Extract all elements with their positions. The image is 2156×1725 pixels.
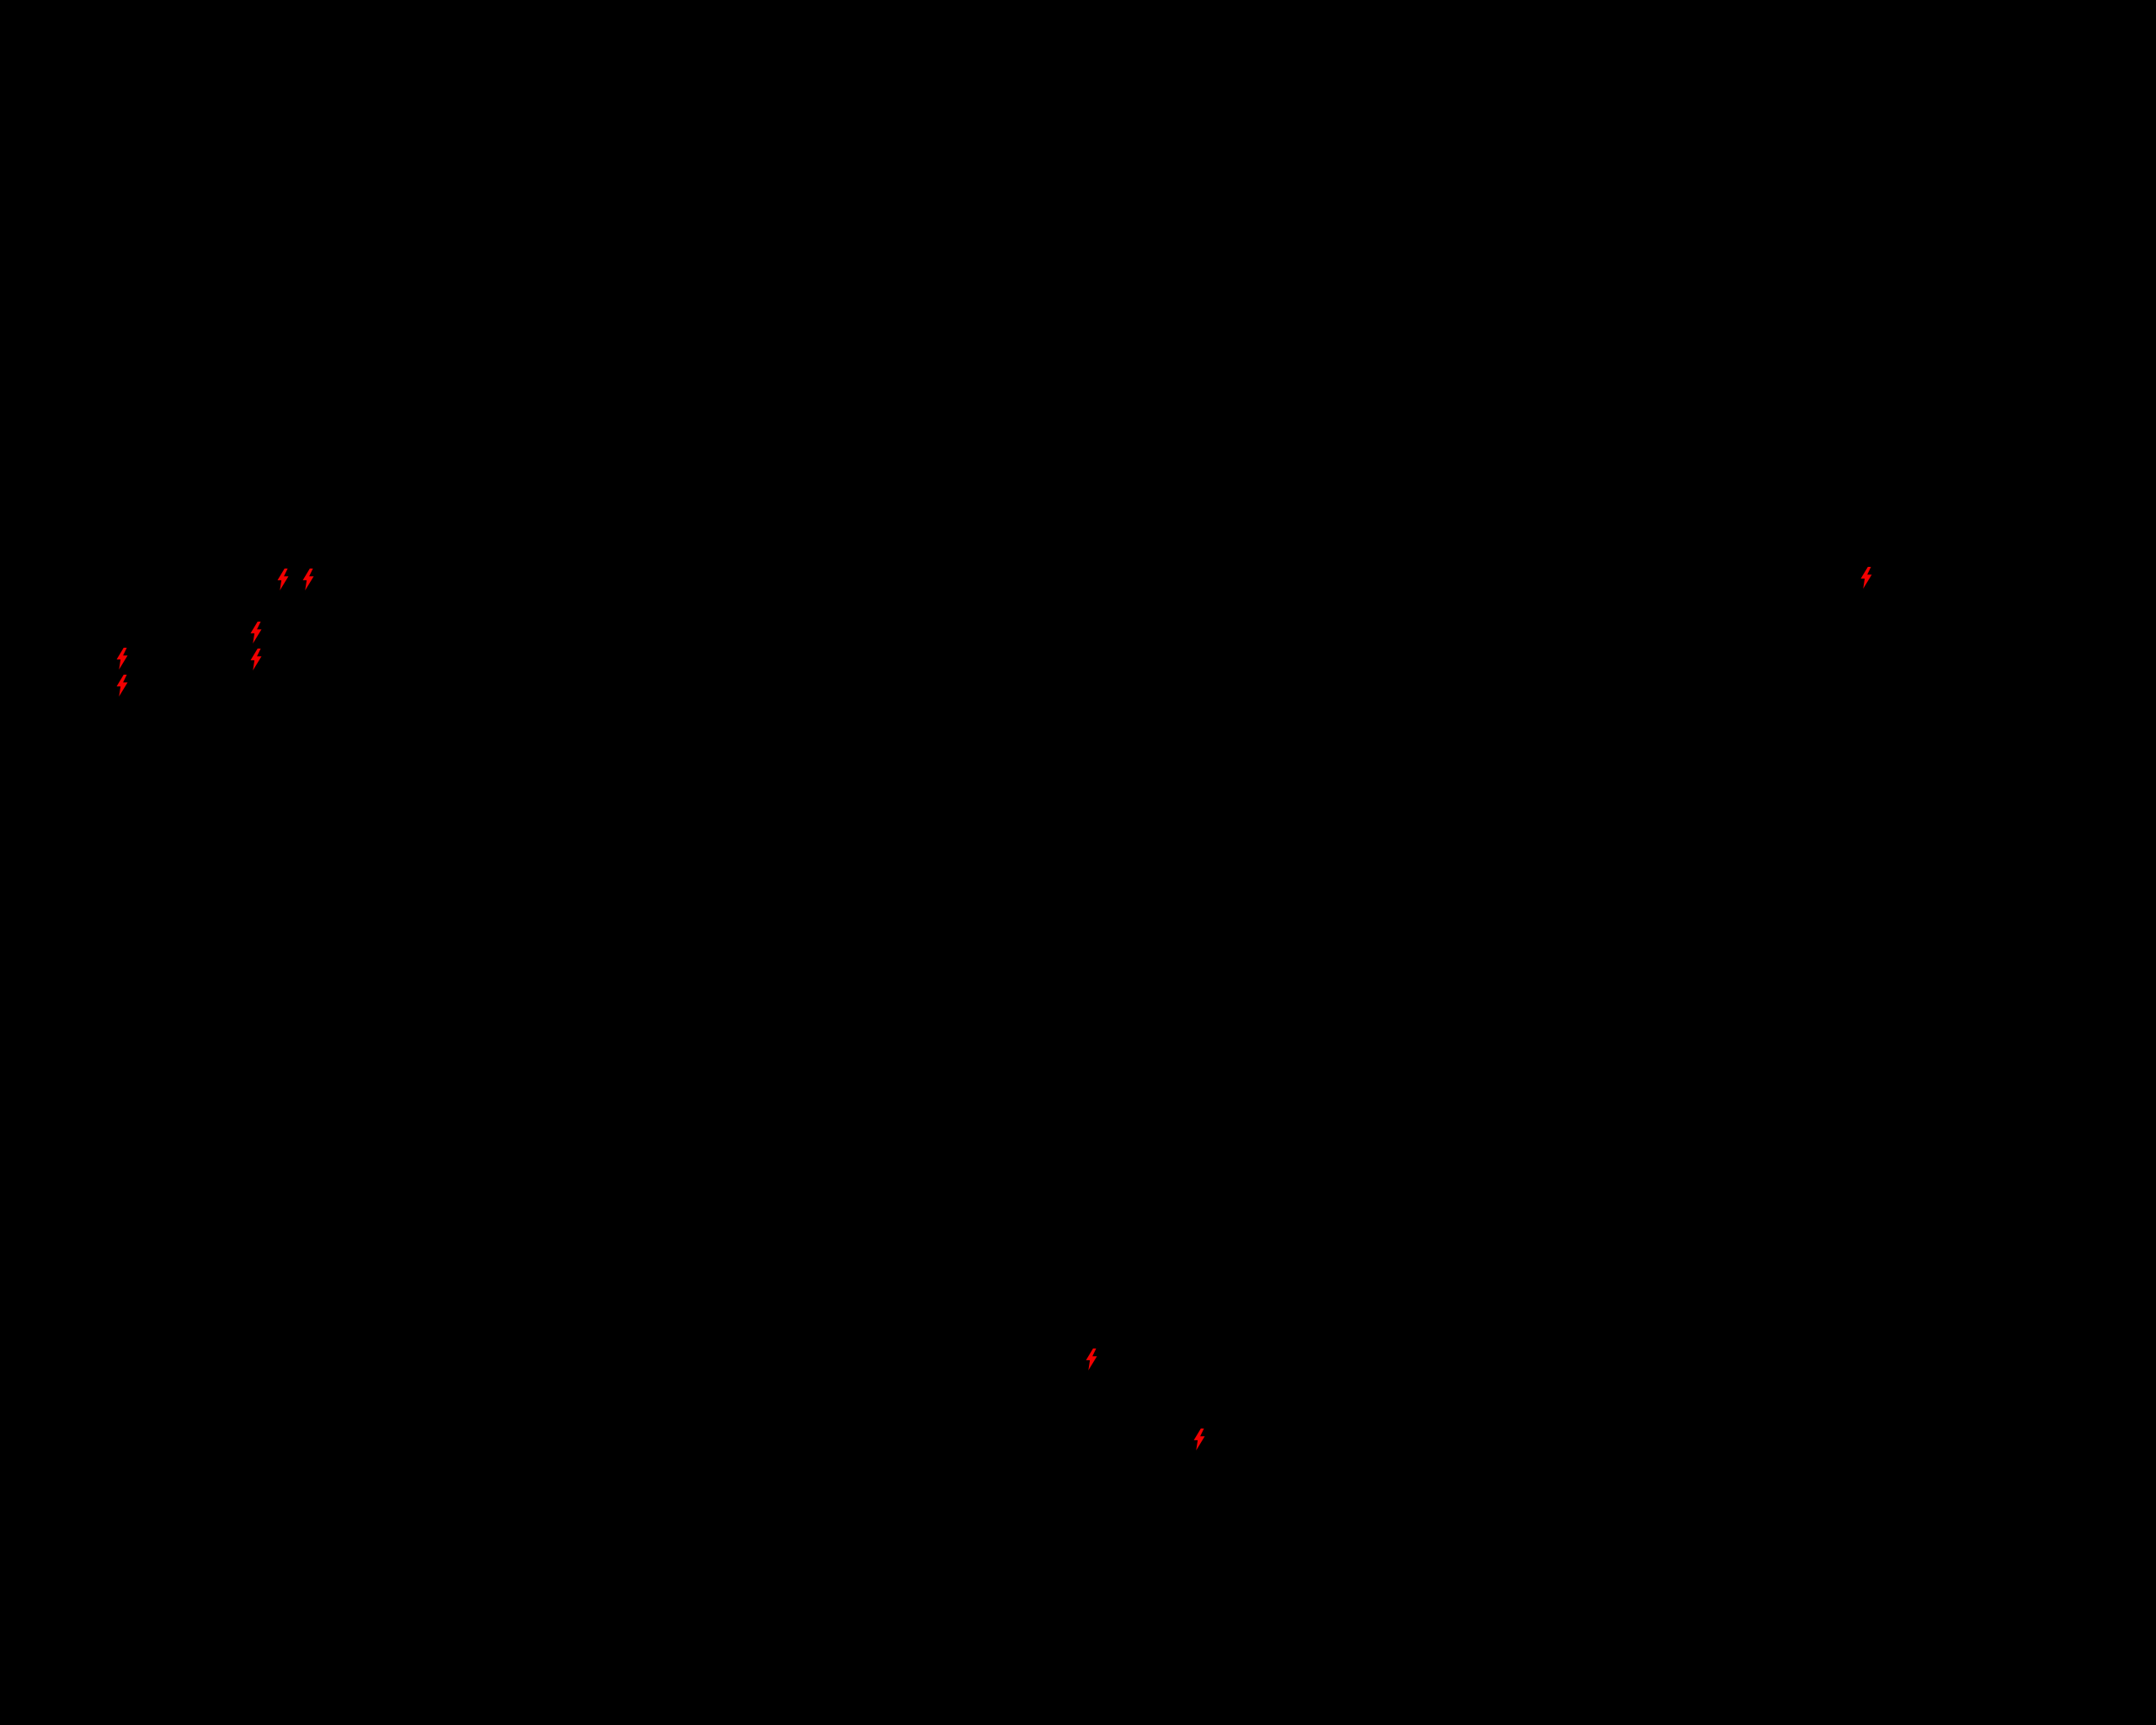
lightning-bolt-icon [1193,1429,1206,1450]
lightning-bolt-icon [302,569,315,590]
lightning-bolt-icon [1086,1348,1098,1370]
lightning-bolt-icon [116,675,129,697]
lightning-bolt-icon [277,569,290,590]
lightning-bolt-icon [116,648,129,670]
lightning-bolt-icon [1860,567,1873,589]
lightning-bolt-icon [250,649,263,670]
lightning-bolt-icon [250,622,263,644]
